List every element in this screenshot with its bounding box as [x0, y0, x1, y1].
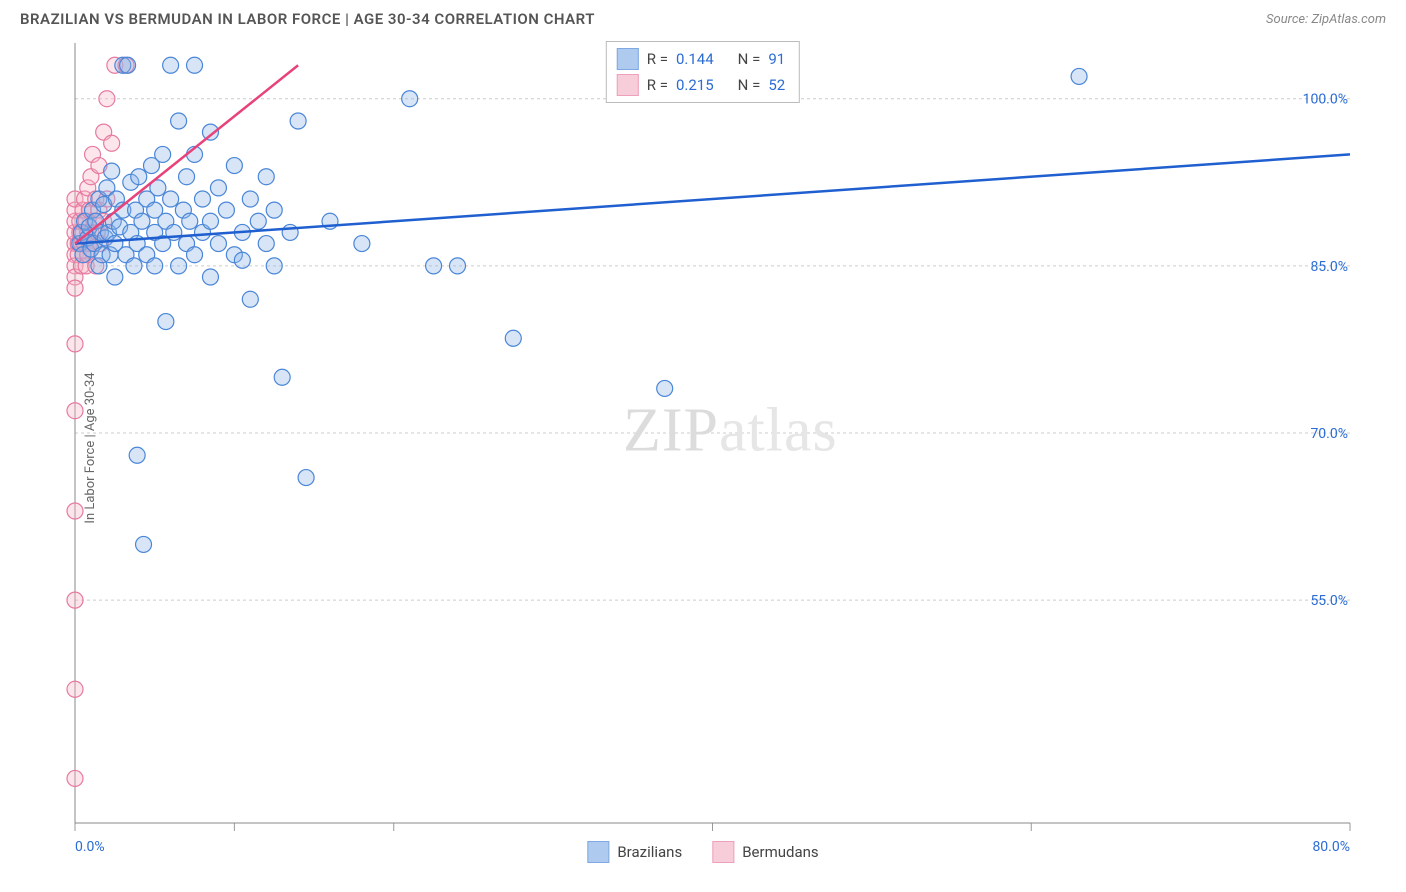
- scatter-point-bermudans: [99, 91, 115, 107]
- n-label: N =: [738, 76, 761, 94]
- y-tick-label: 85.0%: [1310, 259, 1348, 275]
- legend-label-brazilians: Brazilians: [617, 843, 682, 861]
- scatter-point-brazilians: [131, 169, 147, 185]
- scatter-point-brazilians: [136, 536, 152, 552]
- chart-header: BRAZILIAN VS BERMUDAN IN LABOR FORCE | A…: [0, 0, 1406, 33]
- x-origin-label: 0.0%: [75, 839, 105, 855]
- scatter-point-brazilians: [657, 380, 673, 396]
- scatter-point-brazilians: [450, 258, 466, 274]
- scatter-point-bermudans: [104, 135, 120, 151]
- source-label: Source:: [1266, 12, 1308, 27]
- chart-source: Source: ZipAtlas.com: [1266, 12, 1386, 27]
- r-value-brazilians: 0.144: [676, 50, 714, 68]
- y-axis-label: In Labor Force | Age 30-34: [83, 372, 98, 523]
- scatter-point-brazilians: [234, 252, 250, 268]
- r-value-bermudans: 0.215: [676, 76, 714, 94]
- scatter-point-bermudans: [67, 403, 83, 419]
- y-tick-label: 55.0%: [1310, 593, 1348, 609]
- scatter-point-brazilians: [354, 236, 370, 252]
- scatter-point-brazilians: [155, 146, 171, 162]
- legend-item-bermudans: Bermudans: [712, 841, 818, 863]
- scatter-point-bermudans: [67, 280, 83, 296]
- scatter-point-brazilians: [195, 191, 211, 207]
- scatter-point-brazilians: [134, 213, 150, 229]
- legend-item-brazilians: Brazilians: [587, 841, 682, 863]
- scatter-point-brazilians: [120, 57, 136, 73]
- n-value-brazilians: 91: [768, 50, 785, 68]
- scatter-chart: 55.0% 70.0% 85.0% 100.0% 0.0% 80.0%: [20, 33, 1386, 863]
- source-value: ZipAtlas.com: [1311, 12, 1386, 27]
- scatter-point-brazilians: [290, 113, 306, 129]
- legend-swatch-bottom-brazilians: [587, 841, 609, 863]
- chart-title: BRAZILIAN VS BERMUDAN IN LABOR FORCE | A…: [20, 10, 595, 28]
- scatter-point-brazilians: [1071, 68, 1087, 84]
- scatter-point-brazilians: [126, 258, 142, 274]
- scatter-point-brazilians: [402, 91, 418, 107]
- scatter-point-brazilians: [210, 180, 226, 196]
- scatter-point-brazilians: [226, 158, 242, 174]
- scatter-point-brazilians: [266, 258, 282, 274]
- scatter-point-bermudans: [67, 336, 83, 352]
- scatter-point-brazilians: [266, 202, 282, 218]
- trendline-brazilians: [75, 154, 1350, 243]
- scatter-point-brazilians: [182, 213, 198, 229]
- legend-swatch-bottom-bermudans: [712, 841, 734, 863]
- legend-swatch-bermudans: [617, 74, 639, 96]
- scatter-point-brazilians: [171, 113, 187, 129]
- scatter-point-brazilians: [187, 57, 203, 73]
- legend-swatch-brazilians: [617, 48, 639, 70]
- scatter-point-brazilians: [505, 330, 521, 346]
- legend-label-bermudans: Bermudans: [742, 843, 818, 861]
- scatter-point-brazilians: [282, 224, 298, 240]
- scatter-point-brazilians: [202, 269, 218, 285]
- scatter-point-brazilians: [147, 258, 163, 274]
- scatter-point-brazilians: [250, 213, 266, 229]
- scatter-point-bermudans: [67, 770, 83, 786]
- y-tick-label: 70.0%: [1310, 426, 1348, 442]
- scatter-point-brazilians: [218, 202, 234, 218]
- legend-stats-box: R = 0.144 N = 91 R = 0.215 N = 52: [606, 41, 800, 103]
- y-tick-label: 100.0%: [1303, 92, 1348, 108]
- scatter-point-brazilians: [210, 236, 226, 252]
- n-label: N =: [738, 50, 761, 68]
- scatter-point-brazilians: [258, 236, 274, 252]
- scatter-point-brazilians: [202, 213, 218, 229]
- scatter-point-brazilians: [179, 169, 195, 185]
- scatter-point-bermudans: [67, 592, 83, 608]
- scatter-point-brazilians: [163, 191, 179, 207]
- scatter-point-bermudans: [67, 503, 83, 519]
- scatter-point-brazilians: [163, 57, 179, 73]
- legend-stat-row-bermudans: R = 0.215 N = 52: [617, 72, 789, 98]
- scatter-point-brazilians: [158, 314, 174, 330]
- n-value-bermudans: 52: [768, 76, 785, 94]
- x-end-label: 80.0%: [1312, 839, 1350, 855]
- scatter-point-brazilians: [298, 470, 314, 486]
- legend-series: Brazilians Bermudans: [587, 841, 818, 863]
- scatter-point-brazilians: [187, 247, 203, 263]
- scatter-point-brazilians: [426, 258, 442, 274]
- scatter-point-brazilians: [171, 258, 187, 274]
- legend-stat-row-brazilians: R = 0.144 N = 91: [617, 46, 789, 72]
- scatter-point-brazilians: [242, 191, 258, 207]
- scatter-point-bermudans: [67, 681, 83, 697]
- scatter-point-brazilians: [274, 369, 290, 385]
- r-label: R =: [647, 76, 668, 94]
- scatter-point-brazilians: [104, 163, 120, 179]
- chart-container: In Labor Force | Age 30-34 55.0% 70.0% 85.…: [20, 33, 1386, 863]
- scatter-point-brazilians: [258, 169, 274, 185]
- scatter-point-brazilians: [129, 447, 145, 463]
- scatter-point-brazilians: [242, 291, 258, 307]
- scatter-point-brazilians: [107, 269, 123, 285]
- r-label: R =: [647, 50, 668, 68]
